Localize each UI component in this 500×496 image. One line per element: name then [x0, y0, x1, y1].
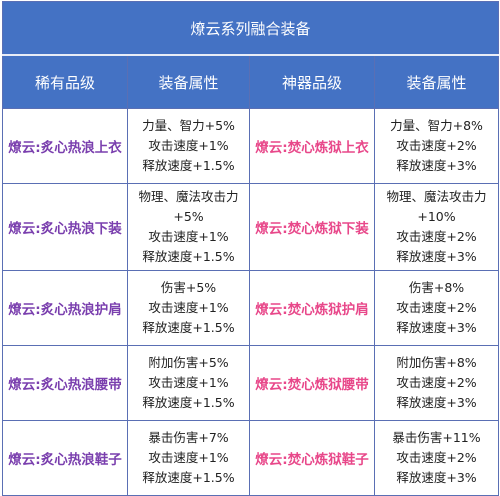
artifact-item-name: 燎云:焚心炼狱上衣	[249, 108, 375, 184]
attribute-line: +5%	[173, 209, 204, 224]
table-row: 燎云:炙心热浪上衣 力量、智力+5% 攻击速度+1% 释放速度+1.5% 燎云:焚心炼狱…	[2, 108, 500, 184]
table-row: 燎云:炙心热浪鞋子 暴击伤害+7% 攻击速度+1% 释放速度+1.5% 燎云:焚心炼狱鞋…	[2, 420, 500, 496]
attribute-line: 释放速度+1.5%	[142, 158, 235, 173]
attribute-line: 释放速度+3%	[396, 470, 477, 485]
attribute-line: 附加伤害+5%	[148, 355, 229, 370]
attribute-line: 伤害+5%	[160, 280, 217, 295]
table-row: 燎云:炙心热浪下装 物理、魔法攻击力 +5% 攻击速度+1% 释放速度+1.5% 燎云:焚…	[2, 183, 500, 271]
artifact-item-attributes: 暴击伤害+11% 攻击速度+2% 释放速度+3%	[373, 420, 500, 496]
rare-item-attributes: 暴击伤害+7% 攻击速度+1% 释放速度+1.5%	[127, 420, 250, 496]
attribute-line: 物理、魔法攻击力	[138, 189, 239, 204]
rare-item-attributes: 物理、魔法攻击力 +5% 攻击速度+1% 释放速度+1.5%	[127, 183, 250, 271]
attribute-line: 释放速度+3%	[396, 320, 477, 335]
attribute-line: 释放速度+3%	[396, 158, 477, 173]
artifact-item-name: 燎云:焚心炼狱下装	[249, 183, 375, 271]
rare-item-attributes: 伤害+5% 攻击速度+1% 释放速度+1.5%	[127, 270, 250, 346]
attribute-line: 暴击伤害+11%	[392, 430, 481, 445]
attribute-line: 攻击速度+2%	[396, 375, 477, 390]
artifact-item-name: 燎云:焚心炼狱腰带	[249, 345, 375, 421]
attribute-line: 攻击速度+1%	[148, 138, 229, 153]
attribute-line: 攻击速度+1%	[148, 300, 229, 315]
rare-item-name: 燎云:炙心热浪鞋子	[2, 420, 128, 496]
artifact-item-attributes: 力量、智力+8% 攻击速度+2% 释放速度+3%	[373, 108, 500, 184]
attribute-line: 攻击速度+1%	[148, 229, 229, 244]
header-artifact-grade: 神器品级	[249, 54, 375, 109]
attribute-line: 力量、智力+5%	[142, 118, 235, 133]
rare-item-attributes: 力量、智力+5% 攻击速度+1% 释放速度+1.5%	[127, 108, 250, 184]
rare-item-name: 燎云:炙心热浪下装	[2, 183, 128, 271]
attribute-line: 攻击速度+2%	[396, 450, 477, 465]
attribute-line: 攻击速度+2%	[396, 300, 477, 315]
artifact-item-attributes: 伤害+8% 攻击速度+2% 释放速度+3%	[373, 270, 500, 346]
attribute-line: 物理、魔法攻击力	[386, 189, 487, 204]
table-row: 燎云:炙心热浪护肩 伤害+5% 攻击速度+1% 释放速度+1.5% 燎云:焚心炼狱护肩伤…	[2, 270, 500, 346]
table-row: 燎云:炙心热浪腰带 附加伤害+5% 攻击速度+1% 释放速度+1.5% 燎云:焚心炼狱腰…	[2, 345, 500, 421]
rare-item-name: 燎云:炙心热浪护肩	[2, 270, 128, 346]
attribute-line: 伤害+8%	[408, 280, 465, 295]
attribute-line: 释放速度+3%	[396, 249, 477, 264]
rare-item-attributes: 附加伤害+5% 攻击速度+1% 释放速度+1.5%	[127, 345, 250, 421]
attribute-line: 攻击速度+1%	[148, 375, 229, 390]
attribute-line: +10%	[417, 209, 456, 224]
artifact-item-name: 燎云:焚心炼狱护肩	[249, 270, 375, 346]
artifact-item-attributes: 附加伤害+8% 攻击速度+2% 释放速度+3%	[373, 345, 500, 421]
header-rare-attributes: 装备属性	[127, 54, 250, 109]
rare-item-name: 燎云:炙心热浪上衣	[2, 108, 128, 184]
attribute-line: 暴击伤害+7%	[148, 430, 229, 445]
attribute-line: 释放速度+1.5%	[142, 395, 235, 410]
attribute-line: 释放速度+1.5%	[142, 470, 235, 485]
table-title: 燎云系列融合装备	[1, 1, 500, 56]
attribute-line: 附加伤害+8%	[396, 355, 477, 370]
attribute-line: 释放速度+1.5%	[142, 320, 235, 335]
artifact-item-name: 燎云:焚心炼狱鞋子	[249, 420, 375, 496]
attribute-line: 释放速度+3%	[396, 395, 477, 410]
artifact-item-attributes: 物理、魔法攻击力 +10% 攻击速度+2% 释放速度+3%	[373, 183, 500, 271]
attribute-line: 攻击速度+2%	[396, 138, 477, 153]
header-rare-grade: 稀有品级	[2, 54, 128, 109]
attribute-line: 力量、智力+8%	[390, 118, 483, 133]
header-artifact-attributes: 装备属性	[373, 54, 500, 109]
table-body: 燎云:炙心热浪上衣 力量、智力+5% 攻击速度+1% 释放速度+1.5% 燎云:焚心炼狱…	[2, 108, 500, 496]
rare-item-name: 燎云:炙心热浪腰带	[2, 345, 128, 421]
attribute-line: 攻击速度+1%	[148, 450, 229, 465]
attribute-line: 攻击速度+2%	[396, 229, 477, 244]
attribute-line: 释放速度+1.5%	[142, 249, 235, 264]
